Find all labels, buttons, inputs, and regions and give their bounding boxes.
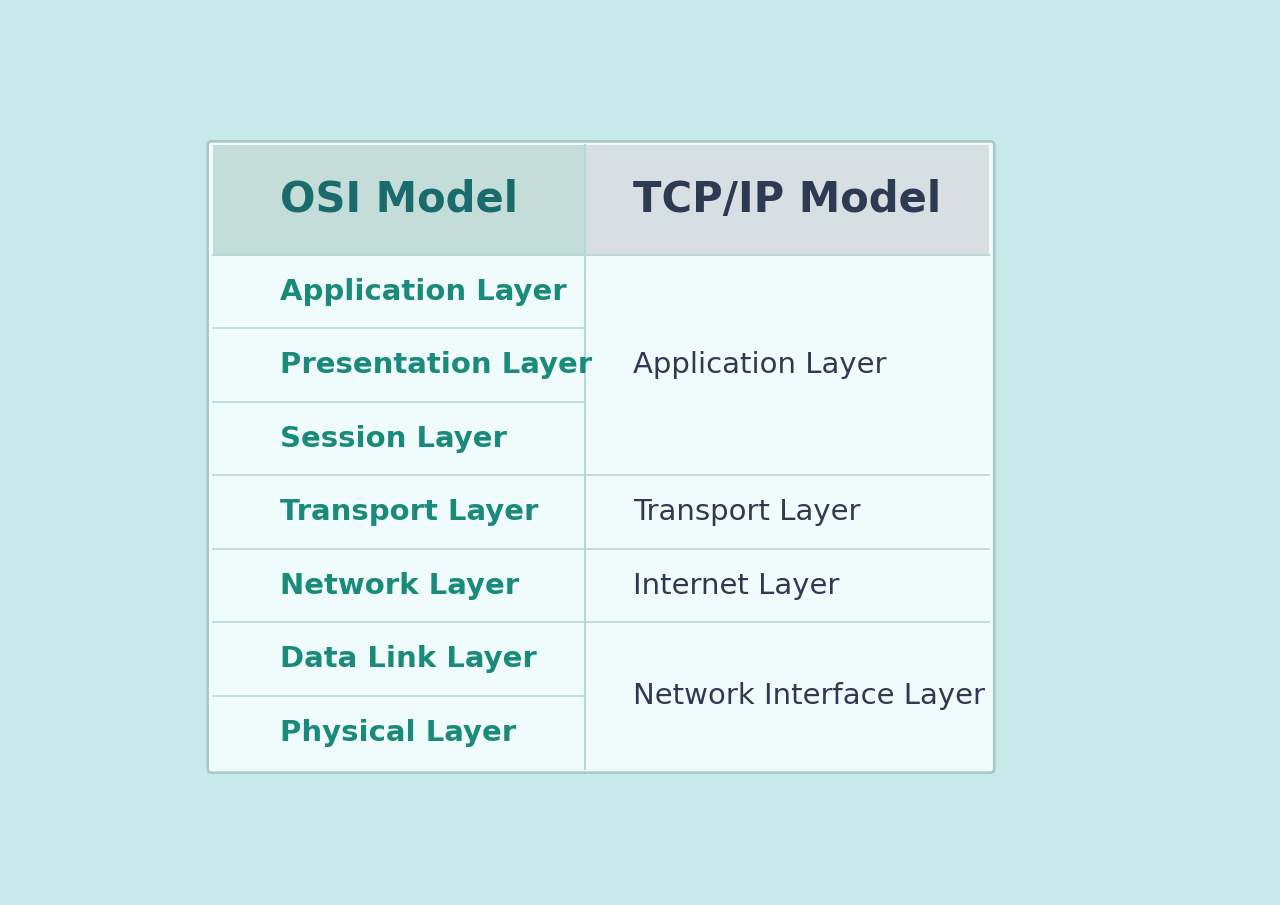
Bar — [585, 145, 989, 255]
Text: Physical Layer: Physical Layer — [279, 719, 516, 747]
Text: Session Layer: Session Layer — [279, 424, 507, 452]
Text: Transport Layer: Transport Layer — [634, 498, 860, 526]
Text: Application Layer: Application Layer — [634, 351, 887, 379]
Text: Presentation Layer: Presentation Layer — [279, 351, 591, 379]
Text: Transport Layer: Transport Layer — [279, 498, 538, 526]
Text: OSI Model: OSI Model — [280, 179, 517, 221]
Text: TCP/IP Model: TCP/IP Model — [632, 179, 941, 221]
FancyBboxPatch shape — [207, 141, 995, 773]
Text: Internet Layer: Internet Layer — [634, 572, 840, 599]
Text: Network Layer: Network Layer — [279, 572, 518, 599]
Text: Network Interface Layer: Network Interface Layer — [634, 681, 986, 710]
Bar — [212, 145, 585, 255]
Text: Application Layer: Application Layer — [279, 278, 566, 306]
Text: Data Link Layer: Data Link Layer — [279, 645, 536, 673]
